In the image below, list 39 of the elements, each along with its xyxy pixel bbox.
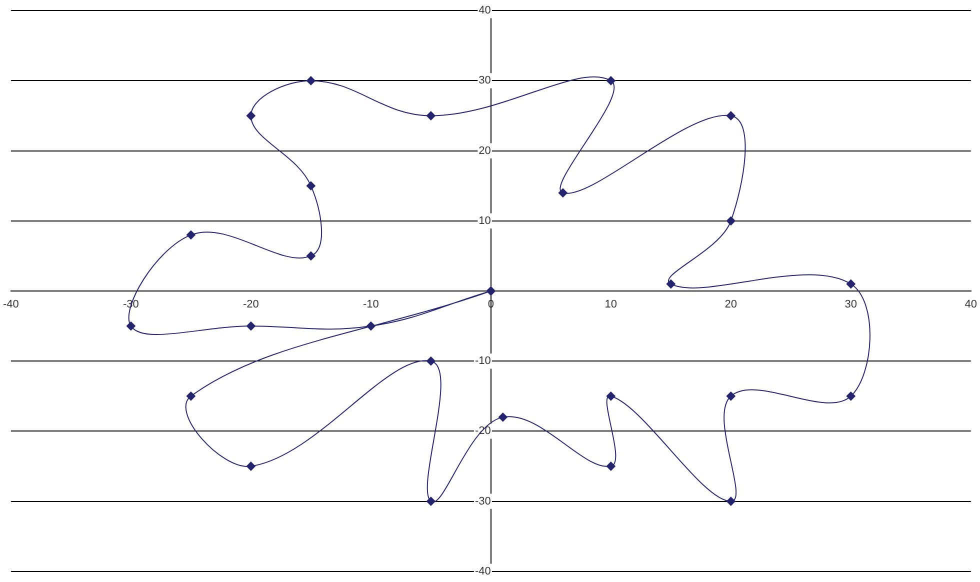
point (426, 356, 436, 366)
y-tick-label: 30 (478, 74, 491, 87)
point (306, 181, 316, 190)
point (846, 392, 856, 401)
point (366, 322, 376, 331)
x-tick-label: 30 (844, 298, 858, 311)
point (606, 462, 616, 471)
y-tick-label: -30 (475, 495, 491, 508)
y-tick-label: 20 (478, 144, 491, 157)
x-tick-label: -20 (242, 298, 259, 311)
point (606, 392, 616, 401)
x-tick-label: 40 (964, 298, 978, 311)
point (126, 322, 136, 331)
point (846, 279, 856, 288)
point (726, 216, 736, 226)
y-tick-label: 10 (478, 214, 491, 227)
point (426, 496, 436, 506)
point (246, 322, 256, 331)
point (246, 462, 256, 471)
x-tick-label: -40 (2, 298, 19, 311)
point (426, 111, 436, 120)
point (558, 188, 568, 198)
point (186, 230, 196, 240)
point (726, 496, 736, 506)
point (726, 392, 736, 401)
y-tick-label: -40 (475, 565, 491, 578)
point (498, 412, 508, 422)
point (666, 279, 676, 288)
point (246, 111, 256, 120)
point (726, 111, 736, 120)
point (186, 392, 196, 401)
point (306, 251, 316, 260)
point (306, 76, 316, 86)
x-tick-label: 10 (604, 298, 618, 311)
x-tick-label: -10 (362, 298, 379, 311)
x-tick-label: 20 (724, 298, 738, 311)
y-tick-label: 40 (478, 4, 491, 17)
y-tick-label: -10 (475, 355, 491, 368)
point (606, 76, 616, 86)
